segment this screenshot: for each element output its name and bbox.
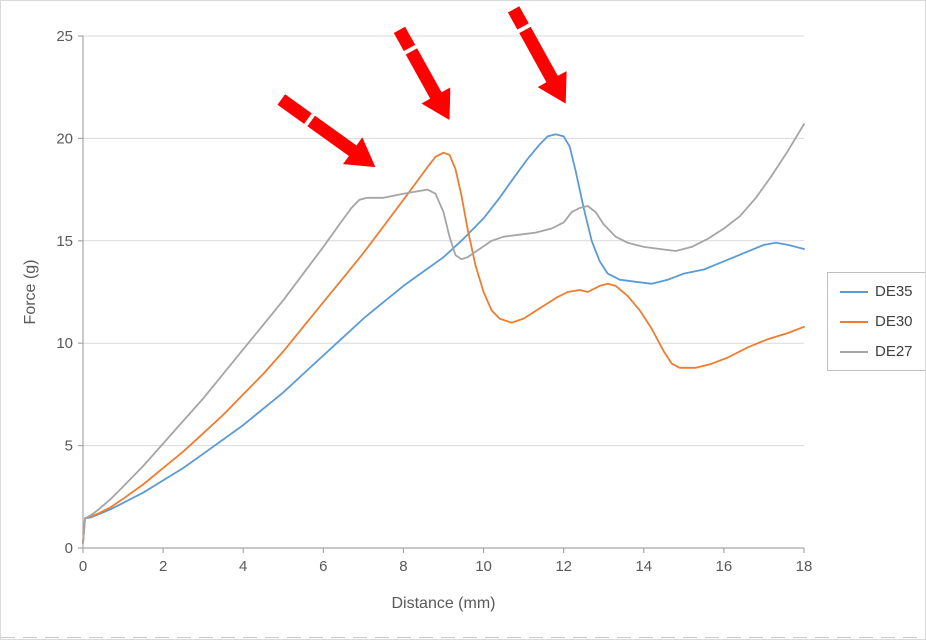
legend-label-DE35: DE35 [875, 283, 913, 300]
legend-line-sample-DE30 [840, 320, 868, 323]
annotation-arrow-3 [507, 6, 567, 104]
y-tick-label: 20 [56, 130, 73, 147]
legend-label-DE30: DE30 [875, 313, 913, 330]
annotation-arrow-1 [277, 94, 376, 168]
x-tick-label: 0 [79, 558, 87, 575]
x-tick-label: 10 [475, 558, 492, 575]
y-tick-label: 15 [56, 233, 73, 250]
y-tick-label: 0 [65, 540, 73, 557]
legend-item-DE30[interactable]: DE30 [840, 313, 913, 330]
x-axis-title: Distance (mm) [391, 595, 496, 612]
series-line-DE35 [82, 133, 805, 544]
x-tick-label: 18 [796, 558, 813, 575]
y-tick-label: 10 [56, 335, 73, 352]
chart-legend[interactable]: DE35 DE30 DE27 [827, 272, 925, 371]
arrow-notch-3 [515, 22, 533, 35]
legend-item-DE35[interactable]: DE35 [840, 283, 913, 300]
x-tick-label: 12 [555, 558, 572, 575]
legend-line-sample-DE35 [840, 290, 868, 293]
x-tick-label: 14 [635, 558, 652, 575]
x-tick-label: 2 [159, 558, 167, 575]
x-tick-label: 16 [716, 558, 733, 575]
annotation-arrow-2 [393, 26, 451, 121]
x-tick-label: 8 [399, 558, 407, 575]
x-tick-label: 6 [319, 558, 327, 575]
legend-item-DE27[interactable]: DE27 [840, 343, 913, 360]
y-tick-label: 5 [65, 438, 73, 455]
series-line-DE27 [82, 123, 805, 544]
legend-label-DE27: DE27 [875, 343, 913, 360]
x-tick-label: 4 [239, 558, 247, 575]
y-axis-title: Force (g) [22, 259, 39, 325]
legend-line-sample-DE27 [840, 350, 868, 353]
arrow-notch-1 [302, 111, 317, 128]
arrow-notch-2 [402, 43, 419, 56]
series-line-DE30 [82, 151, 805, 544]
y-tick-label: 25 [56, 28, 73, 45]
